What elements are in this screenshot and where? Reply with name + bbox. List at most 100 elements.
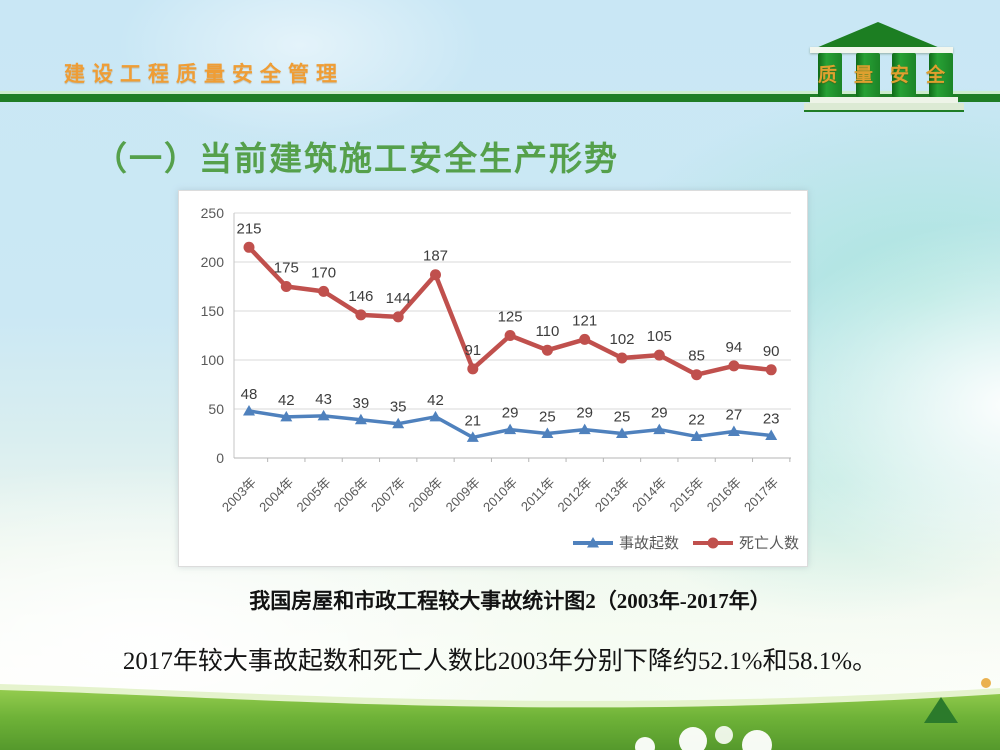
temple-entablature (810, 47, 953, 53)
data-label: 170 (311, 264, 336, 281)
data-label: 110 (535, 323, 559, 340)
data-point-marker (616, 352, 628, 364)
x-category-label: 2006年 (331, 475, 371, 515)
grass-footer (0, 678, 1000, 750)
x-category-label: 2009年 (443, 475, 483, 515)
y-tick-label: 50 (208, 401, 224, 417)
summary-text: 2017年较大事故起数和死亡人数比2003年分别下降约52.1%和58.1%。 (122, 648, 878, 675)
y-tick-label: 250 (201, 205, 225, 221)
data-label: 42 (278, 392, 295, 409)
x-category-label: 2010年 (480, 475, 520, 515)
x-category-label: 2011年 (518, 475, 558, 515)
data-point-marker (429, 410, 442, 422)
data-point-marker (392, 311, 404, 323)
legend-marker (587, 537, 599, 548)
temple-column-icon (818, 53, 842, 97)
data-point-marker (392, 417, 405, 429)
data-point-marker (765, 364, 777, 376)
data-label: 121 (572, 312, 597, 329)
data-point-marker (243, 404, 255, 416)
data-label: 22 (688, 411, 705, 428)
data-point-marker (579, 333, 591, 345)
grass-highlight (0, 684, 1000, 710)
data-point-marker (504, 423, 517, 435)
data-label: 29 (651, 405, 668, 422)
temple-column-icon (892, 53, 916, 97)
data-point-marker (541, 427, 554, 438)
x-category-label: 2014年 (629, 475, 669, 515)
data-point-marker (727, 425, 740, 437)
flower (742, 730, 772, 750)
data-label: 125 (498, 309, 523, 326)
data-point-marker (728, 360, 740, 372)
data-point-marker (765, 429, 778, 440)
data-label: 91 (464, 342, 481, 359)
logo-text: 质量安全 (818, 65, 963, 86)
data-label: 144 (386, 290, 411, 307)
data-label: 27 (726, 407, 743, 424)
data-point-marker (467, 363, 479, 375)
data-label: 39 (353, 395, 370, 412)
chart-panel: 0 50 100 150 200 250 2003年 2004年 2005年 2006年 2007年… (178, 190, 808, 567)
data-label: 94 (726, 339, 743, 356)
data-point-marker (466, 431, 479, 442)
data-label: 35 (390, 399, 407, 416)
data-point-marker (280, 281, 292, 292)
x-category-label: 2003年 (219, 475, 259, 515)
flower (635, 737, 655, 750)
data-point-marker (653, 423, 666, 435)
data-point-marker (616, 427, 628, 438)
temple-column-icon (856, 53, 880, 97)
flower (679, 727, 707, 750)
data-point-marker (541, 344, 553, 356)
quality-safety-temple-logo: 质量安全 (800, 14, 966, 112)
data-point-marker (280, 410, 293, 422)
data-label: 43 (315, 391, 332, 408)
data-label: 42 (427, 392, 444, 409)
page-title: （一）当前建筑施工安全生产形势 (94, 142, 619, 178)
data-point-marker (690, 430, 703, 441)
x-category-label: 2008年 (405, 475, 445, 515)
data-point-marker (691, 369, 703, 381)
nav-up-triangle[interactable] (924, 697, 958, 723)
data-label: 23 (763, 410, 780, 427)
y-tick-label: 100 (201, 352, 225, 368)
y-tick-label: 0 (216, 450, 224, 466)
data-label: 105 (647, 328, 672, 345)
x-category-label: 2013年 (592, 475, 632, 515)
data-point-marker (355, 309, 367, 321)
data-point-marker (243, 241, 255, 253)
data-label: 48 (241, 386, 258, 403)
data-point-marker (317, 409, 330, 421)
data-point-marker (318, 285, 330, 297)
legend-label: 事故起数 (619, 535, 679, 552)
data-label: 146 (348, 288, 373, 305)
x-category-label: 2015年 (666, 475, 706, 515)
temple-column-icon (929, 53, 953, 97)
data-label: 29 (576, 405, 593, 422)
data-point-marker (354, 413, 367, 425)
data-label: 25 (614, 409, 631, 426)
x-category-label: 2005年 (293, 475, 333, 515)
data-point-marker (578, 423, 591, 435)
x-category-label: 2007年 (368, 475, 408, 515)
data-label: 90 (763, 343, 780, 360)
x-category-label: 2004年 (256, 475, 296, 515)
chart-caption: 我国房屋和市政工程较大事故统计图2（2003年-2017年） (249, 589, 771, 613)
y-tick-label: 150 (201, 303, 225, 319)
x-category-label: 2017年 (741, 475, 781, 515)
legend-marker (707, 537, 719, 549)
data-point-marker (430, 269, 441, 281)
data-label: 21 (464, 412, 481, 429)
data-label: 29 (502, 405, 519, 422)
data-point-marker (504, 330, 516, 341)
data-label: 85 (688, 348, 705, 365)
temple-base (804, 103, 964, 112)
temple-base (810, 97, 958, 103)
x-category-label: 2012年 (555, 475, 595, 515)
data-label: 187 (423, 248, 448, 265)
flower (981, 678, 991, 688)
temple-roof-icon (816, 22, 940, 48)
header-divider-line (0, 91, 1000, 102)
